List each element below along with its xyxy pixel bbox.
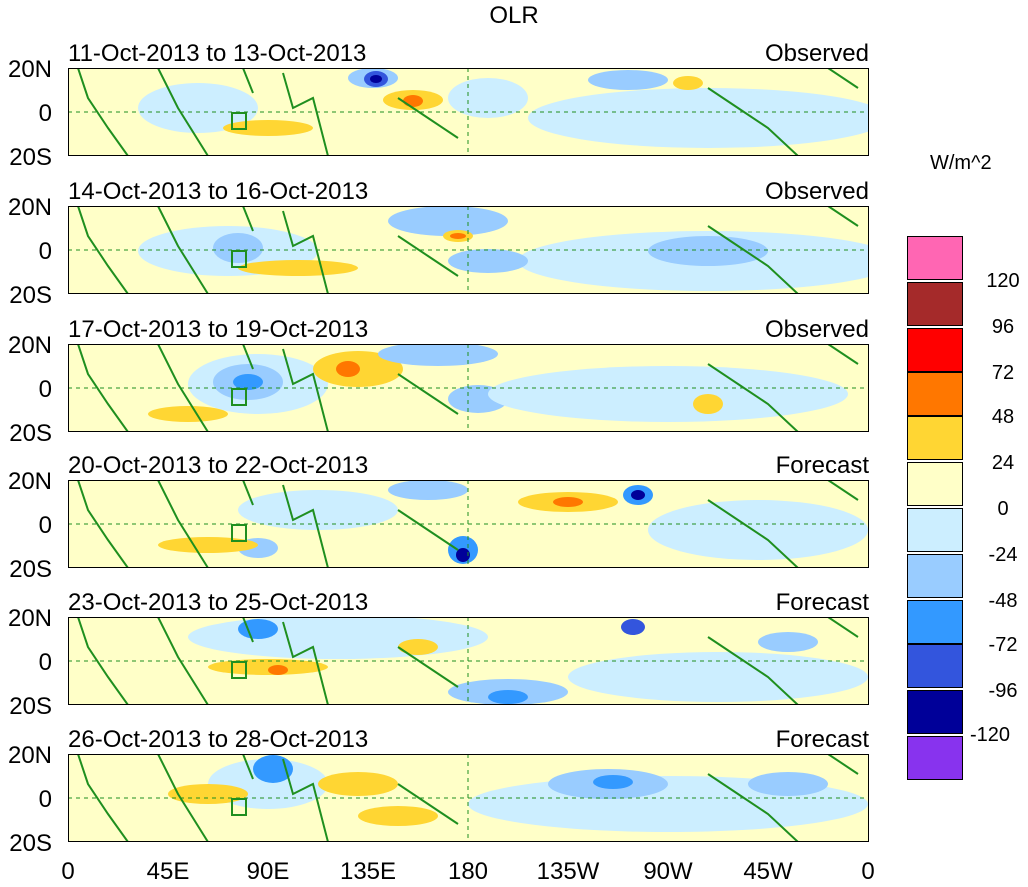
panel-type-label: Observed	[764, 316, 869, 343]
olr-map	[68, 617, 869, 705]
y-tick-label: 0	[38, 786, 52, 813]
olr-panel-2: 14-Oct-2013 to 16-Oct-2013 Observed	[68, 178, 869, 294]
y-tick-label: 20S	[9, 420, 52, 447]
panel-type-label: Forecast	[775, 589, 869, 616]
panel-frame	[68, 754, 869, 842]
y-tick-label: 20S	[9, 144, 52, 171]
chart-title: OLR	[489, 2, 539, 29]
colorbar-label: -24	[988, 544, 1018, 566]
panel-frame	[68, 617, 869, 705]
y-tick-label: 0	[38, 238, 52, 265]
y-tick-label: 20N	[7, 742, 52, 769]
panel-date-label: 20-Oct-2013 to 22-Oct-2013	[68, 452, 369, 479]
x-tick-label: 45W	[743, 858, 793, 885]
colorbar-label: 0	[997, 498, 1009, 520]
y-tick-label: 20N	[7, 194, 52, 221]
y-tick-label: 20N	[7, 56, 52, 83]
x-tick-label: 90W	[643, 858, 693, 885]
x-tick-label: 45E	[146, 858, 190, 885]
y-tick-label: 20N	[7, 605, 52, 632]
colorbar-swatch	[907, 554, 963, 598]
y-tick-label: 20S	[9, 830, 52, 857]
y-tick-label: 20S	[9, 556, 52, 583]
colorbar-swatch	[907, 508, 963, 552]
colorbar-label: -72	[988, 634, 1018, 656]
colorbar-label: -96	[988, 680, 1018, 702]
panel-date-label: 11-Oct-2013 to 13-Oct-2013	[68, 40, 367, 67]
colorbar-swatch	[907, 236, 963, 280]
y-tick-label: 20N	[7, 332, 52, 359]
x-tick-label: 180	[447, 858, 489, 885]
colorbar-label: 72	[991, 362, 1015, 384]
panel-type-label: Forecast	[775, 726, 869, 753]
panel-frame	[68, 344, 869, 432]
olr-map	[68, 344, 869, 432]
colorbar-label: 96	[991, 316, 1015, 338]
olr-panel-3: 17-Oct-2013 to 19-Oct-2013 Observed	[68, 316, 869, 432]
olr-panel-5: 23-Oct-2013 to 25-Oct-2013 Forecast	[68, 589, 869, 705]
colorbar-swatch	[907, 328, 963, 372]
colorbar-label: 24	[991, 452, 1015, 474]
y-tick-label: 0	[38, 649, 52, 676]
panel-type-label: Observed	[764, 40, 869, 67]
panel-frame	[68, 68, 869, 156]
y-tick-label: 20S	[9, 282, 52, 309]
panel-date-label: 17-Oct-2013 to 19-Oct-2013	[68, 316, 369, 343]
x-tick-label: 0	[861, 858, 875, 885]
olr-map	[68, 480, 869, 568]
olr-map	[68, 754, 869, 842]
colorbar-swatch	[907, 282, 963, 326]
colorbar-swatch	[907, 372, 963, 416]
colorbar-swatch	[907, 600, 963, 644]
olr-map	[68, 68, 869, 156]
colorbar-label: -120	[969, 724, 1011, 746]
panel-date-label: 26-Oct-2013 to 28-Oct-2013	[68, 726, 369, 753]
colorbar-label: -48	[988, 590, 1018, 612]
x-tick-label: 90E	[246, 858, 290, 885]
panel-type-label: Forecast	[775, 452, 869, 479]
colorbar-swatch	[907, 462, 963, 506]
panel-date-label: 14-Oct-2013 to 16-Oct-2013	[68, 178, 369, 205]
olr-panel-4: 20-Oct-2013 to 22-Oct-2013 Forecast	[68, 452, 869, 568]
panel-frame	[68, 480, 869, 568]
panel-type-label: Observed	[764, 178, 869, 205]
panel-frame	[68, 206, 869, 294]
colorbar-label: 48	[991, 406, 1015, 428]
olr-map	[68, 206, 869, 294]
x-tick-label: 135E	[339, 858, 397, 885]
olr-panel-6: 26-Oct-2013 to 28-Oct-2013 Forecast	[68, 726, 869, 842]
y-tick-label: 0	[38, 512, 52, 539]
olr-panel-1: 11-Oct-2013 to 13-Oct-2013 Observed	[68, 40, 869, 156]
colorbar-swatch	[907, 736, 963, 780]
panel-date-label: 23-Oct-2013 to 25-Oct-2013	[68, 589, 369, 616]
y-tick-label: 0	[38, 100, 52, 127]
x-tick-label: 135W	[536, 858, 600, 885]
x-tick-label: 0	[61, 858, 75, 885]
colorbar-label: 120	[986, 270, 1020, 292]
colorbar-unit: W/m^2	[930, 152, 992, 174]
y-tick-label: 0	[38, 376, 52, 403]
colorbar-swatch	[907, 644, 963, 688]
y-tick-label: 20S	[9, 693, 52, 720]
y-tick-label: 20N	[7, 468, 52, 495]
colorbar-swatch	[907, 416, 963, 460]
colorbar-swatch	[907, 690, 963, 734]
